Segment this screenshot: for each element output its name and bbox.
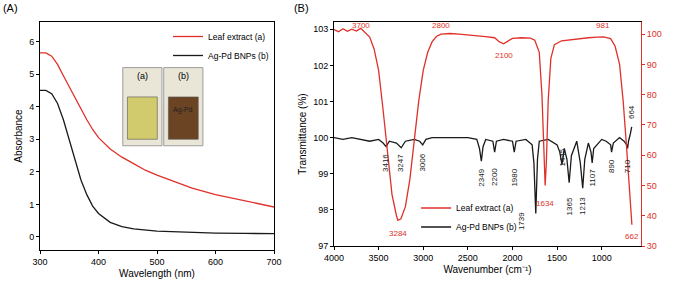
svg-text:664: 664: [627, 105, 636, 119]
svg-text:50: 50: [647, 181, 657, 191]
svg-text:101: 101: [313, 97, 328, 107]
svg-text:30: 30: [647, 241, 657, 251]
svg-text:600: 600: [208, 257, 223, 267]
svg-text:1445: 1445: [558, 148, 567, 166]
svg-text:2000: 2000: [502, 253, 522, 263]
svg-text:2: 2: [29, 167, 34, 177]
svg-text:5: 5: [29, 69, 34, 79]
svg-text:70: 70: [647, 120, 657, 130]
svg-text:(a): (a): [137, 71, 148, 81]
svg-text:3247: 3247: [396, 154, 405, 172]
svg-text:1500: 1500: [547, 253, 567, 263]
svg-text:99: 99: [318, 169, 328, 179]
svg-text:890: 890: [607, 159, 616, 173]
svg-text:2800: 2800: [432, 21, 450, 30]
svg-text:981: 981: [596, 21, 610, 30]
svg-text:Wavelength (nm): Wavelength (nm): [119, 268, 195, 279]
svg-text:4: 4: [29, 102, 34, 112]
svg-text:4000: 4000: [324, 253, 344, 263]
svg-text:100: 100: [647, 29, 662, 39]
svg-text:1107: 1107: [588, 169, 597, 187]
svg-text:40: 40: [647, 211, 657, 221]
svg-text:2500: 2500: [458, 253, 478, 263]
svg-text:1000: 1000: [592, 253, 612, 263]
svg-text:102: 102: [313, 61, 328, 71]
svg-text:1213: 1213: [578, 197, 587, 215]
svg-text:6: 6: [29, 37, 34, 47]
svg-text:Ag-Pd BNPs (b): Ag-Pd BNPs (b): [208, 51, 269, 61]
svg-text:90: 90: [647, 60, 657, 70]
svg-text:0: 0: [29, 232, 34, 242]
svg-text:710: 710: [623, 159, 632, 173]
svg-text:Wavenumber (cm⁻¹): Wavenumber (cm⁻¹): [443, 264, 531, 275]
svg-text:Absorbance: Absorbance: [13, 109, 24, 163]
svg-text:3: 3: [29, 134, 34, 144]
svg-text:700: 700: [266, 257, 281, 267]
svg-text:400: 400: [91, 257, 106, 267]
svg-text:1: 1: [29, 200, 34, 210]
svg-text:2349: 2349: [477, 168, 486, 186]
svg-text:Leaf extract (a): Leaf extract (a): [208, 32, 265, 42]
svg-text:80: 80: [647, 90, 657, 100]
svg-text:3006: 3006: [418, 153, 427, 171]
svg-text:Ag-Pd BNPs (b): Ag-Pd BNPs (b): [456, 222, 517, 232]
svg-text:3700: 3700: [352, 21, 370, 30]
svg-text:2200: 2200: [490, 168, 499, 186]
svg-text:662: 662: [625, 232, 639, 241]
svg-text:Transmittance (%): Transmittance (%): [297, 93, 308, 174]
svg-text:60: 60: [647, 150, 657, 160]
svg-text:(B): (B): [294, 2, 309, 14]
svg-text:3000: 3000: [413, 253, 433, 263]
svg-text:500: 500: [149, 257, 164, 267]
svg-text:(A): (A): [3, 2, 18, 14]
svg-text:98: 98: [318, 205, 328, 215]
svg-text:1365: 1365: [565, 197, 574, 215]
svg-text:1739: 1739: [517, 212, 526, 230]
svg-text:3416: 3416: [381, 154, 390, 172]
svg-text:97: 97: [318, 241, 328, 251]
svg-text:3500: 3500: [369, 253, 389, 263]
svg-text:1634: 1634: [536, 199, 554, 208]
svg-text:(b): (b): [178, 71, 189, 81]
svg-text:1980: 1980: [510, 168, 519, 186]
svg-text:3284: 3284: [389, 229, 407, 238]
svg-text:100: 100: [313, 133, 328, 143]
svg-text:300: 300: [32, 257, 47, 267]
svg-text:103: 103: [313, 24, 328, 34]
svg-text:Ag-Pd: Ag-Pd: [173, 106, 193, 114]
svg-text:Leaf extract (a): Leaf extract (a): [456, 203, 513, 213]
svg-text:2100: 2100: [495, 51, 513, 60]
